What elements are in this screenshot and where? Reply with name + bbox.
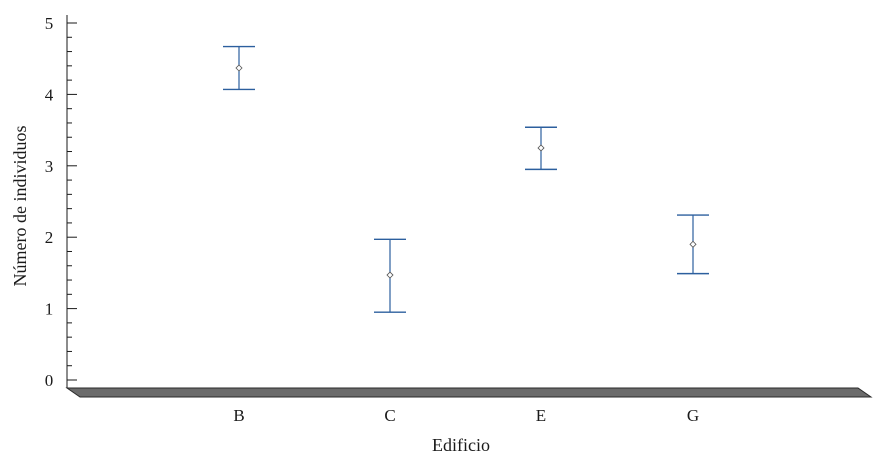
x-tick-label: B bbox=[233, 406, 244, 425]
y-tick-label: 5 bbox=[45, 14, 54, 33]
x-tick-label: E bbox=[536, 406, 546, 425]
y-axis-title: Número de individuos bbox=[10, 126, 30, 287]
mean-marker bbox=[386, 271, 394, 279]
error-bar-B bbox=[223, 45, 255, 91]
y-tick-label: 3 bbox=[45, 157, 54, 176]
x-tick-label: C bbox=[384, 406, 395, 425]
mean-marker bbox=[689, 240, 697, 248]
floor-plane bbox=[65, 387, 873, 398]
y-tick-label: 1 bbox=[45, 300, 54, 319]
error-bar-G bbox=[677, 214, 709, 275]
y-tick-label: 0 bbox=[45, 371, 54, 390]
mean-marker bbox=[537, 144, 545, 152]
y-ticks: 0 1 2 3 4 5 bbox=[45, 14, 77, 390]
error-bar-E bbox=[525, 126, 557, 171]
x-tick-label: G bbox=[687, 406, 699, 425]
y-tick-label: 2 bbox=[45, 228, 54, 247]
x-axis-title: Edificio bbox=[432, 435, 490, 455]
y-axis: 0 1 2 3 4 5 bbox=[45, 14, 77, 390]
error-bar-C bbox=[374, 238, 406, 313]
y-tick-label: 4 bbox=[45, 85, 54, 104]
floor-slab bbox=[65, 387, 873, 398]
mean-marker bbox=[235, 64, 243, 72]
error-bars bbox=[223, 45, 709, 313]
